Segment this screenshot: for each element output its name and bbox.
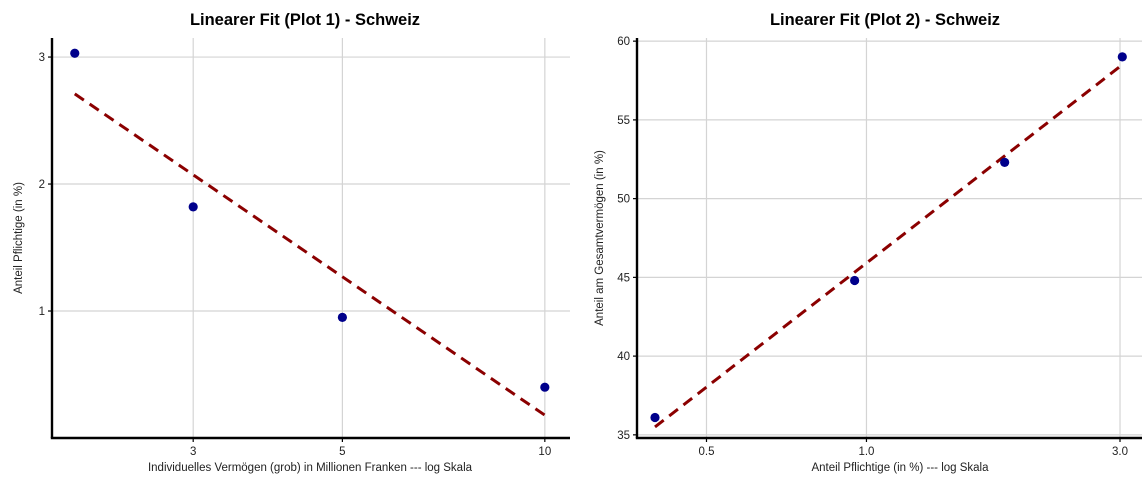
chart-2-points bbox=[650, 52, 1127, 423]
chart-2-y-tick-label: 50 bbox=[617, 194, 630, 206]
chart-1-data-point bbox=[540, 382, 550, 392]
chart-2-data-point bbox=[1000, 157, 1010, 168]
chart-1-fit-line bbox=[73, 92, 546, 417]
chart-1-x-axis-label: Individuelles Vermögen (grob) in Million… bbox=[148, 462, 473, 474]
chart-1-y-tick-label: 3 bbox=[39, 52, 45, 64]
chart-1-x-tick-label: 5 bbox=[339, 446, 345, 458]
chart-2-axes bbox=[635, 38, 1142, 440]
chart-2-grid bbox=[637, 38, 1142, 438]
chart-2-data-point bbox=[850, 275, 860, 286]
chart-2-x-tick-label: 3.0 bbox=[1112, 446, 1128, 458]
chart-1-x-tick-label: 10 bbox=[538, 446, 551, 458]
chart-2-y-tick-label: 60 bbox=[617, 36, 630, 48]
chart-2-y-tick-label: 35 bbox=[617, 430, 630, 442]
chart-1-axes bbox=[50, 38, 570, 440]
chart-2-x-tick-label: 1.0 bbox=[858, 446, 874, 458]
chart-2-y-tick-label: 40 bbox=[617, 351, 630, 363]
chart-1-y-axis-label: Anteil Pflichtige (in %) bbox=[13, 182, 25, 294]
chart-1-x-tick-label: 3 bbox=[190, 446, 196, 458]
chart-2-title: Linearer Fit (Plot 2) - Schweiz bbox=[770, 11, 1000, 29]
chart-1-points bbox=[70, 48, 550, 392]
chart-2-ticks: 0.5 1.0 3.0 35 40 45 50 55 60 bbox=[617, 36, 1128, 458]
chart-2-y-axis-label: Anteil am Gesamtvermögen (in %) bbox=[594, 150, 606, 326]
chart-2-data-point bbox=[650, 412, 660, 423]
chart-2-svg: Linearer Fit (Plot 2) - Schweiz Anteil P… bbox=[594, 11, 1142, 474]
chart-1-y-tick-label: 2 bbox=[39, 179, 45, 191]
chart-2-x-axis-label: Anteil Pflichtige (in %) --- log Skala bbox=[811, 462, 989, 474]
chart-2-data-point bbox=[1117, 52, 1127, 62]
chart-1-grid bbox=[52, 38, 570, 438]
chart-panel-2: Linearer Fit (Plot 2) - Schweiz Anteil P… bbox=[575, 0, 1147, 480]
chart-2-fit-line bbox=[654, 63, 1124, 429]
chart-1-title: Linearer Fit (Plot 1) - Schweiz bbox=[190, 11, 420, 29]
chart-2-y-tick-label: 45 bbox=[617, 272, 630, 284]
chart-2-x-tick-label: 0.5 bbox=[698, 446, 714, 458]
chart-1-fit-group bbox=[73, 92, 546, 417]
chart-1-svg: Linearer Fit (Plot 1) - Schweiz Individu… bbox=[13, 11, 570, 474]
chart-1-data-point bbox=[70, 48, 80, 58]
chart-2-y-tick-label: 55 bbox=[617, 115, 630, 127]
chart-panel-1: Linearer Fit (Plot 1) - Schweiz Individu… bbox=[0, 0, 575, 480]
chart-1-y-tick-label: 1 bbox=[39, 306, 45, 318]
chart-1-ticks: 3 5 10 1 2 3 bbox=[39, 52, 552, 458]
chart-2-fit-group bbox=[654, 63, 1124, 429]
chart-1-data-point bbox=[337, 312, 347, 322]
chart-1-data-point bbox=[188, 202, 198, 212]
